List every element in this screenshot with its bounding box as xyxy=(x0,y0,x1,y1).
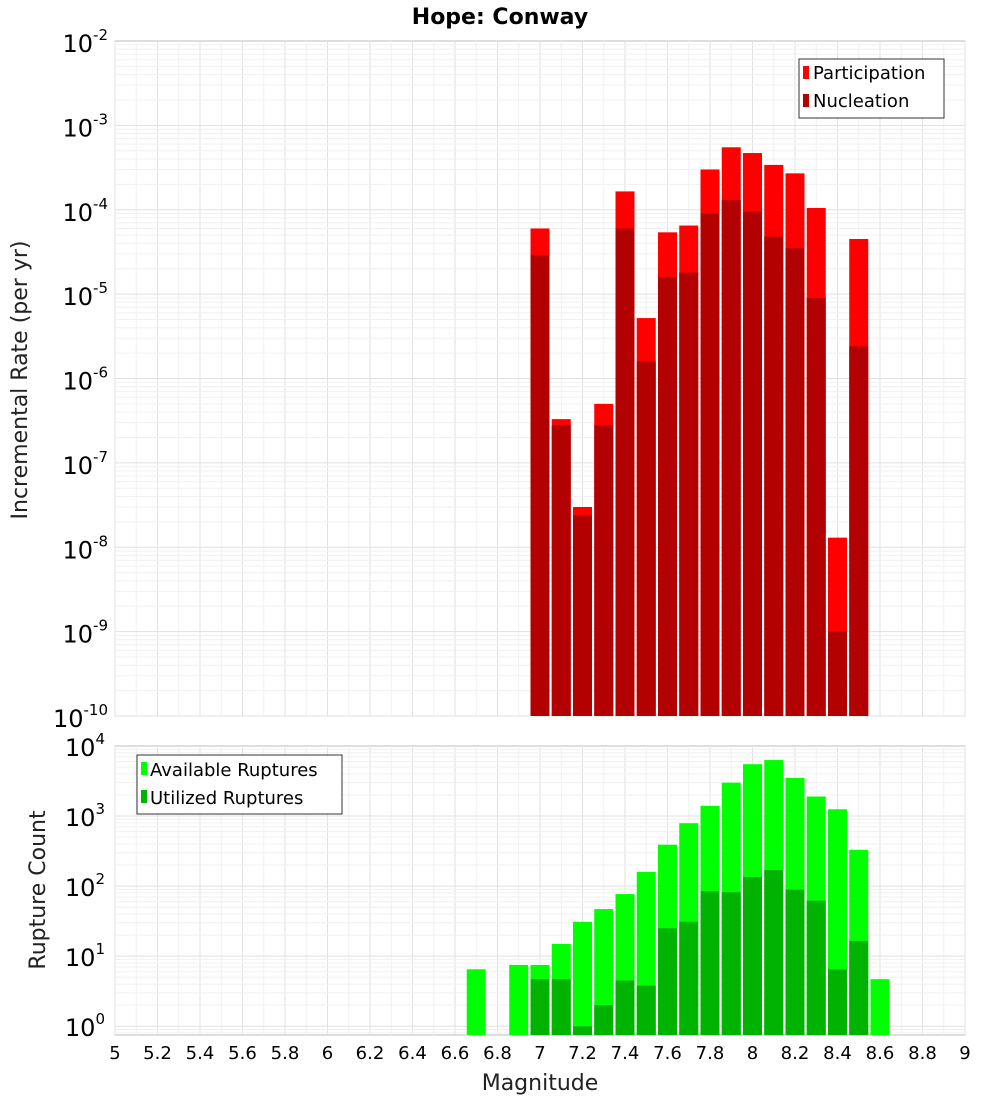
x-tick-label: 7.8 xyxy=(696,1043,725,1064)
x-tick-label: 8.2 xyxy=(781,1043,810,1064)
legend-swatch-participation xyxy=(803,66,809,79)
bar-utilized xyxy=(594,1005,614,1035)
y-tick-label: 10-7 xyxy=(62,448,108,480)
y-tick-label: 10-5 xyxy=(62,279,108,311)
bar-nucleation xyxy=(530,255,550,716)
bar-utilized xyxy=(615,980,635,1035)
y-tick-label: 10-9 xyxy=(62,617,108,649)
y-tick-label: 10-3 xyxy=(62,110,108,142)
y-tick-label: 103 xyxy=(65,800,105,832)
x-tick-label: 8.8 xyxy=(908,1043,937,1064)
bar-nucleation xyxy=(573,515,592,716)
x-tick-label: 8.4 xyxy=(823,1043,852,1064)
x-tick-label: 5.2 xyxy=(143,1043,172,1064)
y-tick-label: 10-8 xyxy=(62,532,108,564)
bar-nucleation xyxy=(849,346,869,716)
y-tick-label: 10-4 xyxy=(62,195,108,227)
bar-utilized xyxy=(828,969,847,1035)
bar-utilized xyxy=(636,985,656,1035)
bar-utilized xyxy=(530,979,550,1035)
bar-nucleation xyxy=(721,200,741,716)
y-tick-label: 101 xyxy=(65,940,105,972)
bar-available xyxy=(466,969,486,1035)
x-tick-label: 8 xyxy=(747,1043,758,1064)
bottom-y-axis-label: Rupture Count xyxy=(26,810,51,970)
bar-utilized xyxy=(679,921,699,1035)
x-tick-label: 5 xyxy=(109,1043,120,1064)
top-y-tick-labels: 10-10 10-9 10-8 10-7 10-6 10-5 10-4 10-3 10-2 xyxy=(53,26,108,733)
bar-nucleation xyxy=(785,248,805,717)
bar-utilized xyxy=(573,1026,592,1035)
top-panel: 10-10 10-9 10-8 10-7 10-6 10-5 10-4 10-3 10-2 In… xyxy=(8,26,966,733)
bar-nucleation xyxy=(551,425,571,716)
legend-label-available: Available Ruptures xyxy=(150,760,318,781)
y-tick-label: 10-2 xyxy=(62,26,108,58)
x-tick-label: 9 xyxy=(959,1043,970,1064)
bar-utilized xyxy=(743,876,762,1035)
top-legend-box xyxy=(798,58,945,119)
y-tick-label: 102 xyxy=(65,870,105,902)
x-tick-label: 6.6 xyxy=(441,1043,470,1064)
bottom-legend-box xyxy=(136,754,343,815)
bar-utilized xyxy=(785,889,805,1035)
legend-label-nucleation: Nucleation xyxy=(813,91,909,112)
bar-utilized xyxy=(849,940,869,1035)
bottom-legend: Available Ruptures Utilized Ruptures xyxy=(136,754,343,815)
legend-swatch-nucleation xyxy=(803,94,809,107)
bar-nucleation xyxy=(828,631,847,716)
x-tick-label: 7 xyxy=(534,1043,545,1064)
x-tick-label: 5.6 xyxy=(228,1043,257,1064)
bar-available xyxy=(870,979,890,1035)
x-tick-label: 6.4 xyxy=(398,1043,427,1064)
bottom-y-tick-labels: 100 101 102 103 104 xyxy=(65,730,105,1042)
legend-swatch-utilized xyxy=(141,790,147,803)
bar-nucleation xyxy=(615,228,635,716)
x-tick-label: 6 xyxy=(322,1043,333,1064)
bar-available xyxy=(594,909,614,1035)
bottom-panel: 100 101 102 103 104 5 5.2 5.4 5.6 5.8 6 6.2 6.4 6.6 6… xyxy=(26,730,971,1096)
bar-nucleation xyxy=(743,211,762,716)
x-axis-label: Magnitude xyxy=(482,1071,599,1096)
bar-nucleation xyxy=(636,361,656,716)
bar-nucleation xyxy=(658,276,677,716)
bar-available xyxy=(509,964,529,1035)
bar-utilized xyxy=(764,869,784,1035)
y-tick-label: 10-6 xyxy=(62,364,108,396)
legend-swatch-available xyxy=(141,762,147,775)
bottom-bars xyxy=(466,760,890,1035)
bar-nucleation xyxy=(806,297,826,716)
x-tick-label: 5.4 xyxy=(186,1043,215,1064)
top-legend: Participation Nucleation xyxy=(798,58,945,119)
legend-label-participation: Participation xyxy=(813,63,925,84)
x-tick-label: 7.2 xyxy=(568,1043,597,1064)
top-bars xyxy=(530,147,869,717)
x-tick-label: 5.8 xyxy=(271,1043,300,1064)
bar-nucleation xyxy=(700,213,720,717)
x-tick-label: 6.2 xyxy=(356,1043,385,1064)
chart-title: Hope: Conway xyxy=(412,5,588,30)
y-tick-label: 100 xyxy=(65,1010,105,1042)
legend-label-utilized: Utilized Ruptures xyxy=(150,788,303,809)
x-tick-label: 8.6 xyxy=(866,1043,895,1064)
bar-nucleation xyxy=(679,272,699,716)
bar-utilized xyxy=(551,979,571,1035)
bottom-x-tick-labels: 5 5.2 5.4 5.6 5.8 6 6.2 6.4 6.6 6.8 7 7.2 7.4 7.6 7.8 8… xyxy=(109,1043,970,1064)
bar-utilized xyxy=(806,900,826,1035)
bar-nucleation xyxy=(764,236,784,716)
x-tick-label: 7.6 xyxy=(653,1043,682,1064)
bar-available xyxy=(573,921,592,1035)
y-tick-label: 10-10 xyxy=(53,701,108,733)
bar-utilized xyxy=(721,892,741,1035)
bar-utilized xyxy=(658,928,677,1035)
x-tick-label: 6.8 xyxy=(483,1043,512,1064)
x-tick-label: 7.4 xyxy=(611,1043,640,1064)
top-y-axis-label: Incremental Rate (per yr) xyxy=(8,241,33,520)
y-tick-label: 104 xyxy=(65,730,105,762)
bar-utilized xyxy=(700,891,720,1035)
bar-nucleation xyxy=(594,425,614,716)
